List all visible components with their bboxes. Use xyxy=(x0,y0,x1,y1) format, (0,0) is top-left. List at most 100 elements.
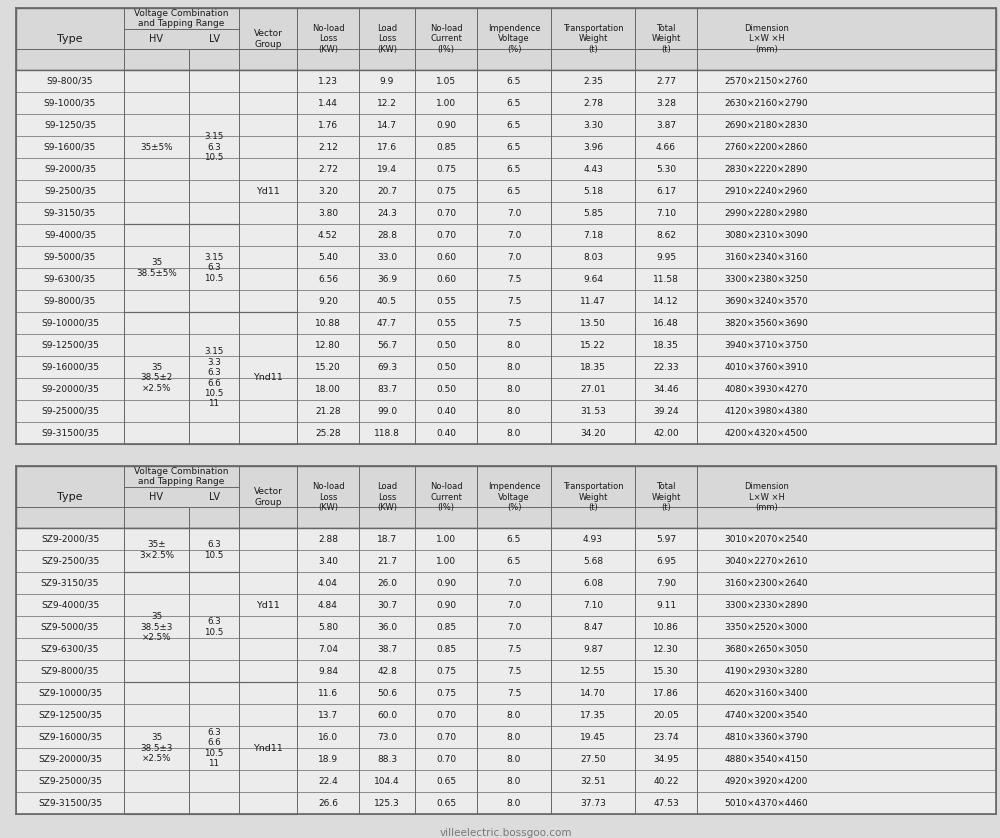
Text: 0.40: 0.40 xyxy=(436,406,456,416)
Text: 5.80: 5.80 xyxy=(318,623,338,632)
Text: 35
38.5±5%: 35 38.5±5% xyxy=(136,258,177,277)
Text: SZ9-2000/35: SZ9-2000/35 xyxy=(41,535,99,544)
Text: 3.15
6.3
10.5: 3.15 6.3 10.5 xyxy=(204,253,224,283)
Text: 3160×2340×3160: 3160×2340×3160 xyxy=(725,252,808,261)
Text: 20.05: 20.05 xyxy=(653,711,679,720)
Text: 3.80: 3.80 xyxy=(318,209,338,218)
Text: 30.7: 30.7 xyxy=(377,601,397,609)
Text: 1.76: 1.76 xyxy=(318,121,338,130)
Text: 26.0: 26.0 xyxy=(377,578,397,587)
Text: 8.0: 8.0 xyxy=(507,363,521,371)
Bar xyxy=(239,682,297,814)
Text: 34.95: 34.95 xyxy=(653,754,679,763)
Text: 99.0: 99.0 xyxy=(377,406,397,416)
Text: 0.90: 0.90 xyxy=(436,578,456,587)
Text: 104.4: 104.4 xyxy=(374,777,400,785)
Text: 9.64: 9.64 xyxy=(583,275,603,283)
Text: 4920×3920×4200: 4920×3920×4200 xyxy=(725,777,808,785)
Bar xyxy=(189,312,239,444)
Text: 4.04: 4.04 xyxy=(318,578,338,587)
Text: 3.87: 3.87 xyxy=(656,121,676,130)
Text: SZ9-2500/35: SZ9-2500/35 xyxy=(41,556,99,566)
Text: 8.0: 8.0 xyxy=(507,340,521,349)
Text: Yd11: Yd11 xyxy=(256,187,280,195)
Text: 34.46: 34.46 xyxy=(653,385,679,394)
Text: SZ9-10000/35: SZ9-10000/35 xyxy=(38,689,102,697)
Text: S9-31500/35: S9-31500/35 xyxy=(41,428,99,437)
Text: 0.85: 0.85 xyxy=(436,623,456,632)
Bar xyxy=(189,528,239,572)
Text: 2830×2220×2890: 2830×2220×2890 xyxy=(725,164,808,173)
Text: 1.00: 1.00 xyxy=(436,535,456,544)
Text: SZ9-8000/35: SZ9-8000/35 xyxy=(41,666,99,675)
Text: 3.20: 3.20 xyxy=(318,187,338,195)
Text: 4740×3200×3540: 4740×3200×3540 xyxy=(725,711,808,720)
Text: 22.33: 22.33 xyxy=(653,363,679,371)
Bar xyxy=(124,682,189,814)
Text: Dimension
L×W ×H
(mm): Dimension L×W ×H (mm) xyxy=(744,24,789,54)
Text: 42.8: 42.8 xyxy=(377,666,397,675)
Text: 7.5: 7.5 xyxy=(507,644,521,654)
Text: villeelectric.bossgoo.com: villeelectric.bossgoo.com xyxy=(440,828,572,838)
Text: 3690×3240×3570: 3690×3240×3570 xyxy=(725,297,808,306)
Text: 4.84: 4.84 xyxy=(318,601,338,609)
Text: 9.9: 9.9 xyxy=(380,76,394,85)
Text: 9.95: 9.95 xyxy=(656,252,676,261)
Text: 5.85: 5.85 xyxy=(583,209,603,218)
Text: 7.04: 7.04 xyxy=(318,644,338,654)
Text: 6.5: 6.5 xyxy=(507,99,521,107)
Text: 2570×2150×2760: 2570×2150×2760 xyxy=(725,76,808,85)
Text: 40.22: 40.22 xyxy=(653,777,679,785)
Text: 4810×3360×3790: 4810×3360×3790 xyxy=(725,732,808,742)
Text: SZ9-5000/35: SZ9-5000/35 xyxy=(41,623,99,632)
Text: S9-5000/35: S9-5000/35 xyxy=(44,252,96,261)
Text: 0.40: 0.40 xyxy=(436,428,456,437)
Text: S9-20000/35: S9-20000/35 xyxy=(41,385,99,394)
Text: 8.62: 8.62 xyxy=(656,230,676,240)
Text: 0.65: 0.65 xyxy=(436,799,456,808)
Text: 17.35: 17.35 xyxy=(580,711,606,720)
Text: 23.74: 23.74 xyxy=(653,732,679,742)
Text: 4190×2930×3280: 4190×2930×3280 xyxy=(725,666,808,675)
Text: 0.75: 0.75 xyxy=(436,689,456,697)
Text: 6.17: 6.17 xyxy=(656,187,676,195)
Text: 7.18: 7.18 xyxy=(583,230,603,240)
Text: 5.40: 5.40 xyxy=(318,252,338,261)
Text: 8.47: 8.47 xyxy=(583,623,603,632)
Text: 16.48: 16.48 xyxy=(653,318,679,328)
Text: 7.0: 7.0 xyxy=(507,209,521,218)
Text: 5.30: 5.30 xyxy=(656,164,676,173)
Text: 10.88: 10.88 xyxy=(315,318,341,328)
Text: 33.0: 33.0 xyxy=(377,252,397,261)
Text: LV: LV xyxy=(208,492,220,502)
Text: 1.23: 1.23 xyxy=(318,76,338,85)
Text: 15.20: 15.20 xyxy=(315,363,341,371)
Text: 7.0: 7.0 xyxy=(507,578,521,587)
Text: 18.9: 18.9 xyxy=(318,754,338,763)
Bar xyxy=(16,8,996,70)
Text: 3680×2650×3050: 3680×2650×3050 xyxy=(725,644,808,654)
Text: No-load
Loss
(KW): No-load Loss (KW) xyxy=(312,482,344,512)
Text: 3.15
6.3
10.5: 3.15 6.3 10.5 xyxy=(204,132,224,162)
Text: 118.8: 118.8 xyxy=(374,428,400,437)
Text: 0.70: 0.70 xyxy=(436,230,456,240)
Text: SZ9-25000/35: SZ9-25000/35 xyxy=(38,777,102,785)
Text: 8.0: 8.0 xyxy=(507,385,521,394)
Text: 0.65: 0.65 xyxy=(436,777,456,785)
Bar xyxy=(16,466,996,528)
Text: 0.50: 0.50 xyxy=(436,363,456,371)
Text: Vector
Group: Vector Group xyxy=(254,29,282,49)
Text: 56.7: 56.7 xyxy=(377,340,397,349)
Text: SZ9-31500/35: SZ9-31500/35 xyxy=(38,799,102,808)
Text: Type: Type xyxy=(57,34,83,44)
Text: 1.05: 1.05 xyxy=(436,76,456,85)
Bar xyxy=(124,312,189,444)
Text: 6.5: 6.5 xyxy=(507,121,521,130)
Text: 2.78: 2.78 xyxy=(583,99,603,107)
Text: 8.0: 8.0 xyxy=(507,732,521,742)
Text: 0.90: 0.90 xyxy=(436,121,456,130)
Text: 18.35: 18.35 xyxy=(653,340,679,349)
Text: 19.4: 19.4 xyxy=(377,164,397,173)
Text: 7.10: 7.10 xyxy=(656,209,676,218)
Text: 27.50: 27.50 xyxy=(580,754,606,763)
